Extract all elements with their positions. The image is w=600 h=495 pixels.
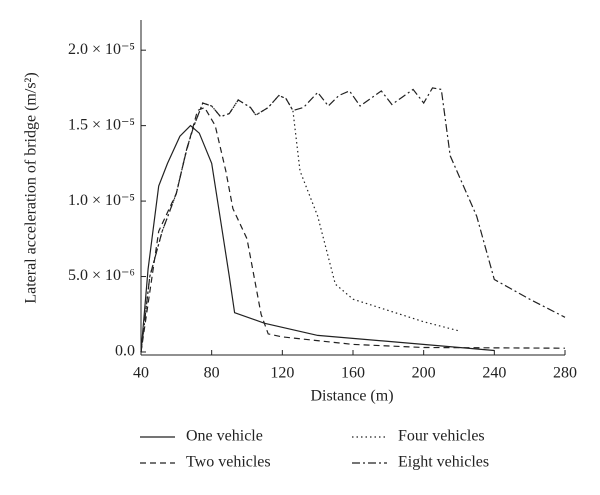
series-line bbox=[140, 94, 460, 353]
x-tick-label: 80 bbox=[204, 365, 220, 382]
y-tick-label: 1.5 × 10⁻⁵ bbox=[68, 116, 135, 133]
y-tick-label: 5.0 × 10⁻⁶ bbox=[68, 267, 135, 284]
x-tick-label: 120 bbox=[270, 365, 294, 382]
x-tick-label: 160 bbox=[341, 365, 365, 382]
x-tick-label: 200 bbox=[412, 365, 436, 382]
y-tick-label: 0.0 bbox=[115, 343, 135, 360]
y-tick-label: 2.0 × 10⁻⁵ bbox=[68, 41, 135, 58]
y-axis-label: Lateral acceleration of bridge (m/s²) bbox=[23, 72, 40, 303]
legend-label: Eight vehicles bbox=[398, 454, 489, 471]
legend-label: One vehicle bbox=[186, 428, 263, 445]
series-line bbox=[140, 124, 495, 353]
series-line bbox=[140, 106, 566, 353]
series-line bbox=[140, 87, 566, 353]
x-tick-label: 280 bbox=[553, 365, 577, 382]
x-axis-label: Distance (m) bbox=[310, 388, 393, 405]
x-tick-label: 40 bbox=[133, 365, 149, 382]
x-tick-label: 240 bbox=[482, 365, 506, 382]
legend-label: Two vehicles bbox=[186, 454, 271, 471]
y-tick-label: 1.0 × 10⁻⁵ bbox=[68, 192, 135, 209]
legend-label: Four vehicles bbox=[398, 428, 485, 445]
